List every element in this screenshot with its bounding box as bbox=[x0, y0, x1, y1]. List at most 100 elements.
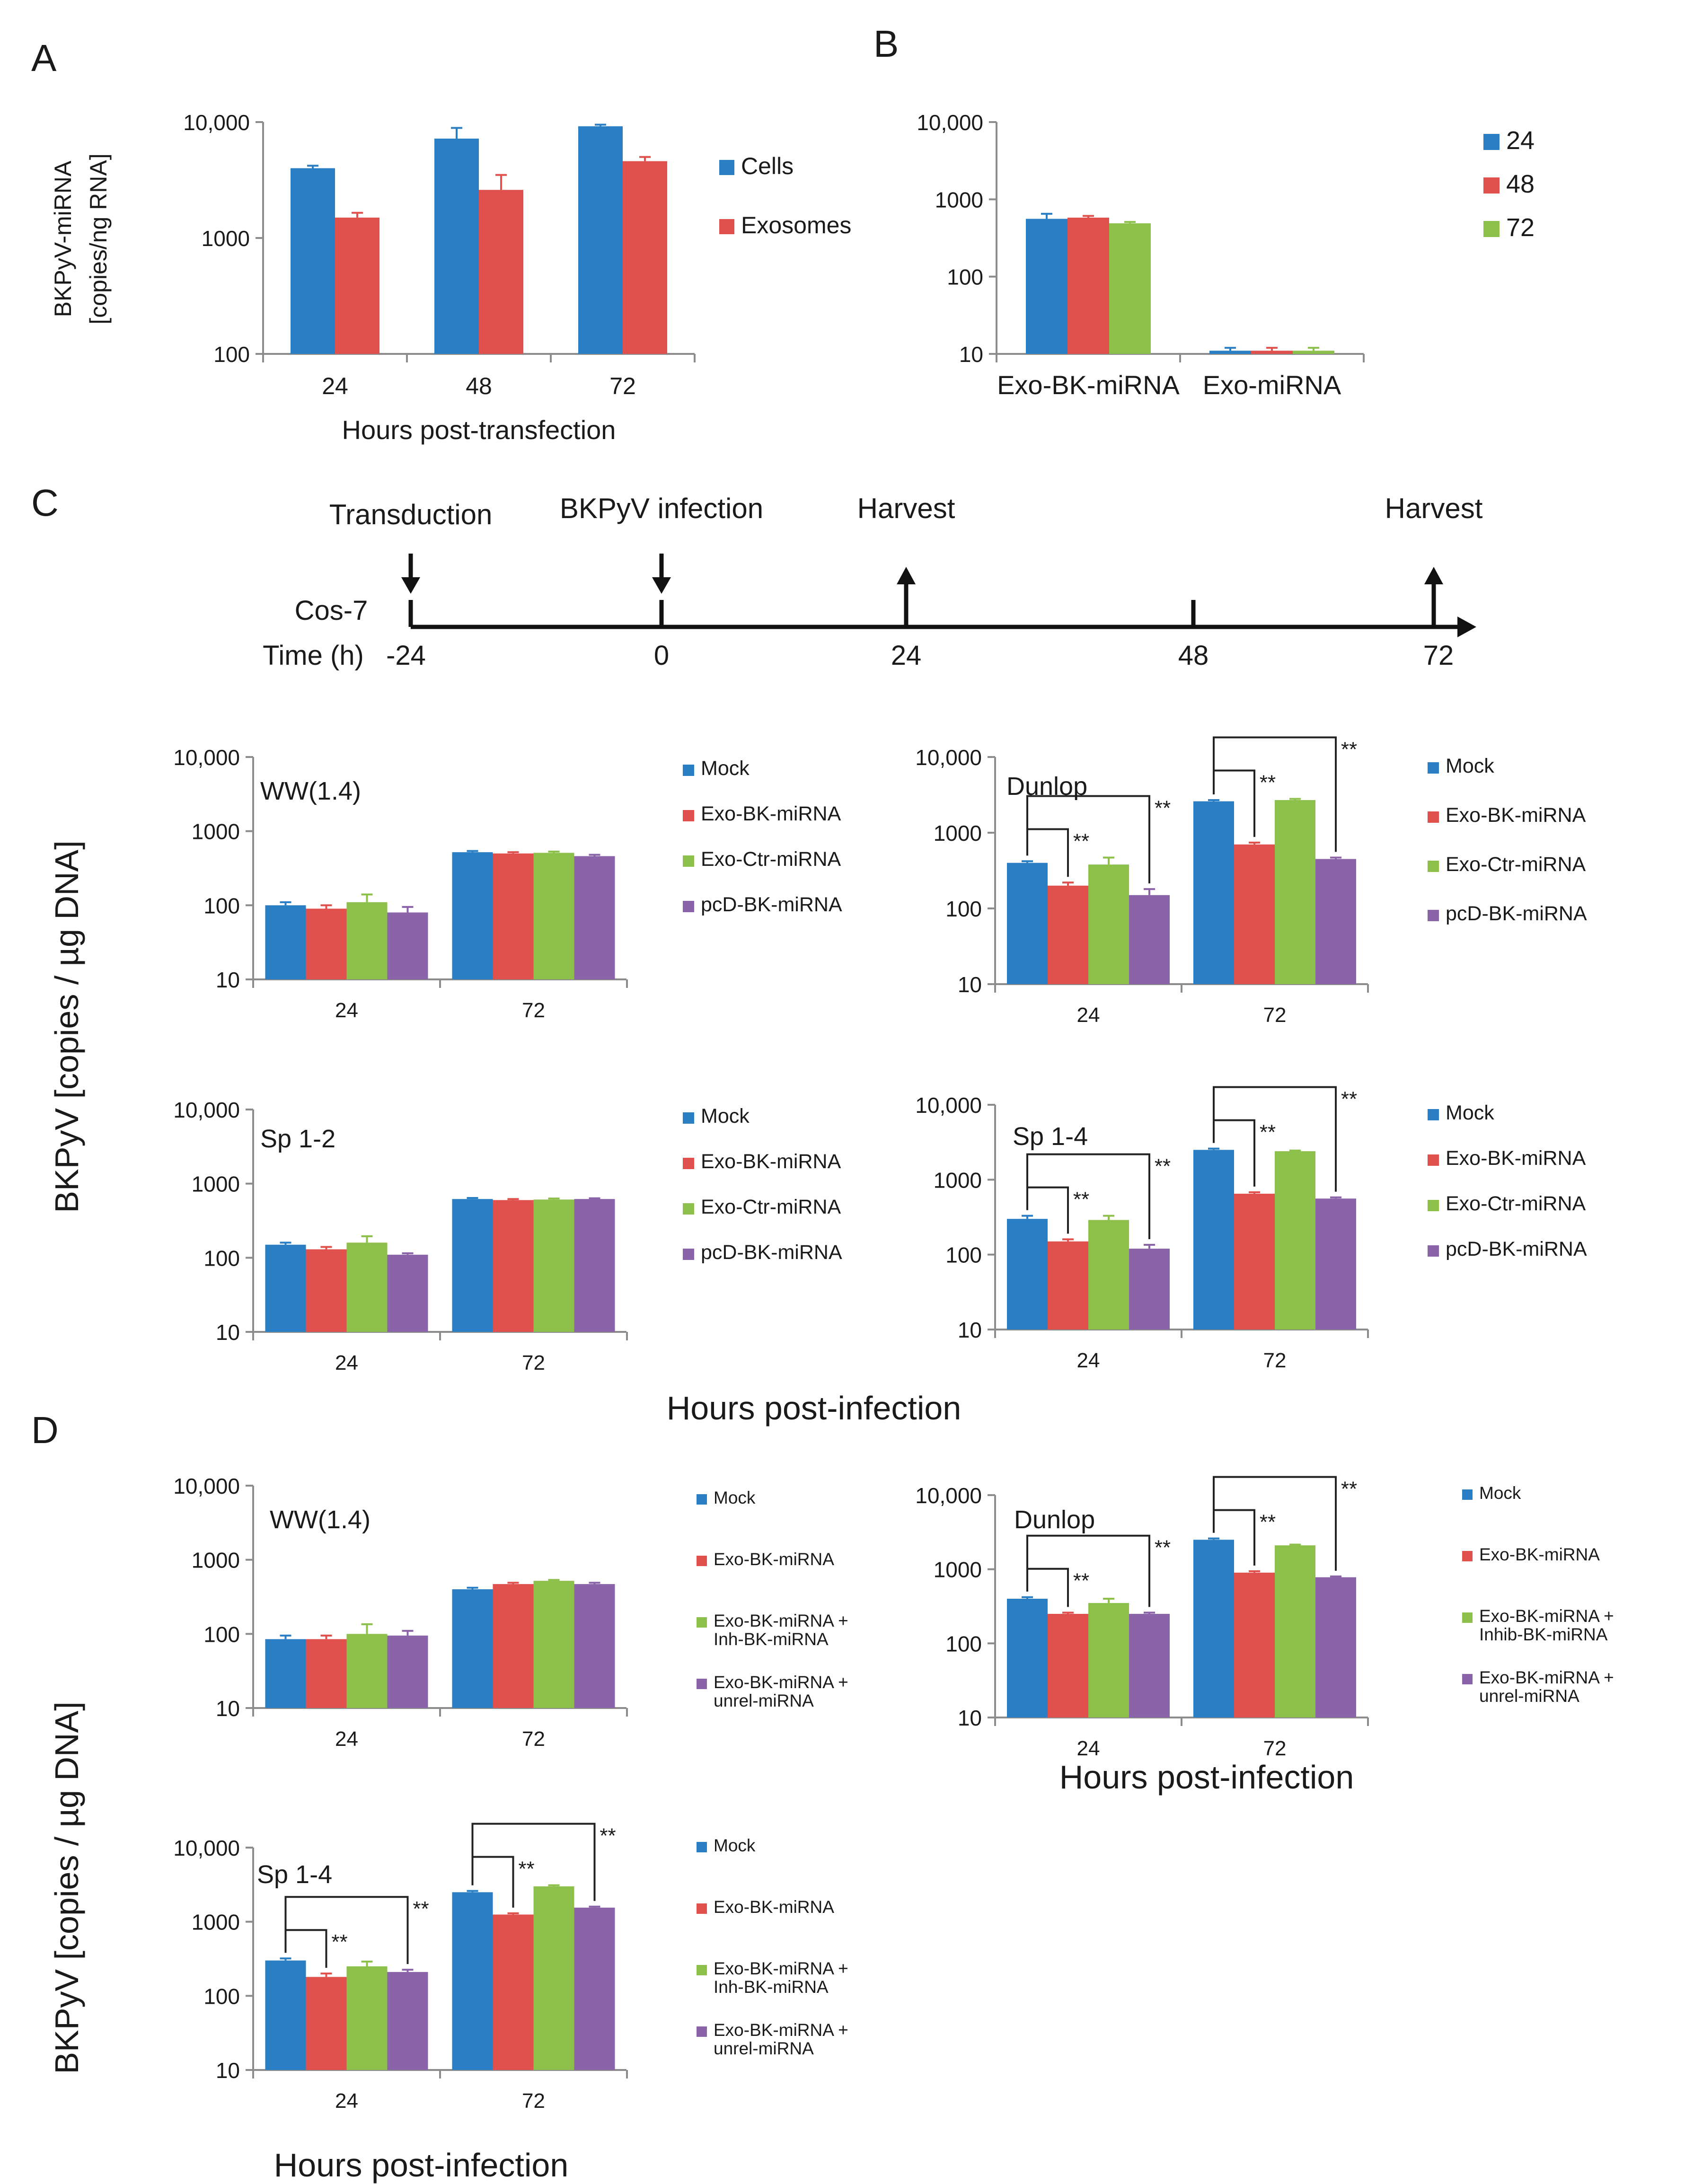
c4-xtick-label-72: 72 bbox=[1263, 1349, 1287, 1372]
c4-sig-label-0-3: ** bbox=[1155, 1155, 1171, 1178]
a-ytick-label-10-000: 10,000 bbox=[183, 110, 250, 135]
a-ytick-label-100: 100 bbox=[213, 342, 250, 367]
d2-bar-exo-bk-mirna-24 bbox=[1048, 1613, 1088, 1717]
c1-legend-swatch-exo-ctr-mirna bbox=[683, 855, 694, 867]
d2-legend-label-exo-bk-mirna-inhib-bk-mirna: Exo-BK-miRNA + Inhib-BK-miRNA bbox=[1479, 1606, 1614, 1644]
chart-d-dunlop: 10 100 1000 10,000 24 72 ** ** ** ** Dunlop Mock Exo… bbox=[915, 1476, 1614, 1760]
b-ytick-label-1000: 1000 bbox=[935, 187, 983, 212]
a-bar-cells-24 bbox=[291, 168, 335, 354]
c2-sig-label-0-1: ** bbox=[1073, 829, 1089, 853]
d3-legend-swatch-exo-bk-mirna bbox=[697, 1903, 707, 1914]
b-bar-72-exo-bk-mirna bbox=[1109, 223, 1151, 354]
d1-title: WW(1.4) bbox=[270, 1506, 371, 1534]
c1-legend-label-exo-bk-mirna: Exo-BK-miRNA bbox=[701, 802, 841, 825]
a-legend-swatch-cells bbox=[719, 160, 734, 175]
d3-sig-label-1-3: ** bbox=[600, 1824, 616, 1848]
d1-bar-mock-24 bbox=[265, 1639, 306, 1708]
arrow-up-harvest-72-head bbox=[1424, 567, 1443, 584]
d3-sig-bracket-0-3 bbox=[284, 1896, 409, 1964]
c4-ytick-label-10-000: 10,000 bbox=[915, 1093, 982, 1118]
d2-xtick-label-72: 72 bbox=[1263, 1737, 1287, 1760]
d2-bar-exo-bk-mirna-inhib-bk-mirna-72 bbox=[1275, 1545, 1315, 1717]
c2-legend-swatch-pcd-bk-mirna bbox=[1428, 910, 1439, 921]
d3-bar-mock-72 bbox=[452, 1892, 493, 2070]
c-shared-ylabel: BKPyV [copies / µg DNA] bbox=[48, 840, 85, 1213]
c1-bar-pcd-bk-mirna-72 bbox=[574, 856, 615, 979]
c3-bar-exo-bk-mirna-24 bbox=[306, 1249, 347, 1332]
c2-legend-label-exo-ctr-mirna: Exo-Ctr-miRNA bbox=[1446, 853, 1586, 876]
c3-bar-exo-ctr-mirna-72 bbox=[533, 1199, 574, 1332]
c4-legend-label-pcd-bk-mirna: pcD-BK-miRNA bbox=[1446, 1238, 1587, 1260]
d3-bar-exo-bk-mirna-inh-bk-mirna-72 bbox=[533, 1886, 574, 2070]
arrow-up-harvest-24-head bbox=[897, 567, 916, 584]
c2-ytick-label-1000: 1000 bbox=[934, 821, 982, 845]
c4-bar-exo-bk-mirna-72 bbox=[1234, 1193, 1275, 1330]
c2-bar-pcd-bk-mirna-24 bbox=[1129, 895, 1170, 984]
d2-sig-label-0-1: ** bbox=[1073, 1569, 1089, 1593]
d3-legend-swatch-mock bbox=[697, 1842, 707, 1852]
c4-legend-swatch-exo-bk-mirna bbox=[1428, 1154, 1439, 1166]
d3-legend-label-exo-bk-mirna-unrel-mirna: Exo-BK-miRNA + unrel-miRNA bbox=[714, 2020, 848, 2058]
d1-bar-exo-bk-mirna-inh-bk-mirna-72 bbox=[533, 1581, 574, 1708]
c1-ytick-label-10: 10 bbox=[216, 968, 240, 992]
c2-legend-label-exo-bk-mirna: Exo-BK-miRNA bbox=[1446, 804, 1586, 827]
c4-ytick-label-10: 10 bbox=[958, 1318, 982, 1342]
c1-bar-mock-72 bbox=[452, 852, 493, 979]
c1-bar-mock-24 bbox=[265, 905, 306, 979]
b-xtick-label-exo-bk-mirna: Exo-BK-miRNA bbox=[997, 370, 1180, 400]
timeline-tick-label-48: 48 bbox=[1178, 640, 1209, 671]
d2-ytick-label-100: 100 bbox=[945, 1631, 982, 1656]
c3-bar-exo-bk-mirna-72 bbox=[493, 1200, 534, 1332]
c4-bar-mock-72 bbox=[1193, 1150, 1234, 1330]
b-bar-24-exo-mirna bbox=[1209, 351, 1251, 354]
timeline-tick-label-0: 0 bbox=[654, 640, 669, 671]
b-bar-48-exo-mirna bbox=[1251, 351, 1293, 354]
a-bar-exosomes-72 bbox=[623, 161, 667, 354]
d2-legend-swatch-exo-bk-mirna-inhib-bk-mirna bbox=[1462, 1612, 1473, 1623]
c4-ytick-label-100: 100 bbox=[945, 1243, 982, 1268]
c1-bar-pcd-bk-mirna-24 bbox=[387, 912, 428, 979]
c1-bar-exo-ctr-mirna-72 bbox=[533, 853, 574, 979]
c1-xtick-label-24: 24 bbox=[335, 999, 358, 1022]
a-xtick-label-48: 48 bbox=[466, 373, 492, 399]
c3-ytick-label-10-000: 10,000 bbox=[173, 1098, 240, 1122]
c3-bar-pcd-bk-mirna-72 bbox=[574, 1199, 615, 1332]
b-bar-72-exo-mirna bbox=[1293, 351, 1334, 354]
d2-legend-label-exo-bk-mirna-unrel-mirna: Exo-BK-miRNA + unrel-miRNA bbox=[1479, 1668, 1614, 1706]
c2-sig-label-0-3: ** bbox=[1155, 796, 1171, 819]
c3-xtick-label-72: 72 bbox=[522, 1351, 545, 1374]
d2-legend-label-mock: Mock bbox=[1479, 1483, 1521, 1503]
chart-c-dunlop: 10 100 1000 10,000 24 72 ** ** ** ** Dunlop Mock Exo… bbox=[915, 736, 1587, 1027]
b-xtick-label-exo-mirna: Exo-miRNA bbox=[1203, 370, 1341, 400]
c2-ytick-label-100: 100 bbox=[945, 897, 982, 921]
d1-bar-mock-72 bbox=[452, 1589, 493, 1708]
timeline-tick-label-72: 72 bbox=[1423, 640, 1454, 671]
chart-c-ww14: 10 100 1000 10,000 24 72 WW(1.4) Mock Exo-BK-miR… bbox=[173, 745, 842, 1022]
d3-legend-label-exo-bk-mirna: Exo-BK-miRNA bbox=[714, 1897, 834, 1917]
d2-ytick-label-10-000: 10,000 bbox=[915, 1483, 982, 1508]
d2-ytick-label-1000: 1000 bbox=[934, 1558, 982, 1582]
c-shared-xlabel: Hours post-infection bbox=[667, 1390, 962, 1427]
d2-sig-label-1-3: ** bbox=[1341, 1478, 1357, 1501]
a-xlabel: Hours post-transfection bbox=[342, 415, 616, 445]
d1-legend-swatch-exo-bk-mirna-unrel-mirna bbox=[697, 1679, 707, 1689]
c2-sig-label-1-3: ** bbox=[1341, 738, 1357, 761]
d3-sig-label-0-1: ** bbox=[331, 1930, 347, 1954]
c2-bar-mock-72 bbox=[1193, 801, 1234, 984]
chart-b-exosome-mirna-time: 10 100 1000 10,000 Exo-BK-miRNA Exo-miRNA 24 48… bbox=[917, 110, 1535, 400]
a-bar-cells-48 bbox=[434, 138, 479, 354]
c2-bar-exo-bk-mirna-24 bbox=[1048, 885, 1088, 984]
chart-d-sp14: 10 100 1000 10,000 24 72 ** ** ** ** Sp 1-4 Mock Exo… bbox=[173, 1823, 848, 2113]
b-legend-label-72: 72 bbox=[1506, 213, 1535, 242]
c2-xtick-label-24: 24 bbox=[1077, 1004, 1100, 1027]
b-ytick-label-10-000: 10,000 bbox=[917, 110, 983, 135]
c2-legend-swatch-exo-ctr-mirna bbox=[1428, 861, 1439, 872]
c3-legend-swatch-pcd-bk-mirna bbox=[683, 1249, 694, 1260]
d2-bar-exo-bk-mirna-unrel-mirna-24 bbox=[1129, 1613, 1170, 1717]
c3-legend-label-pcd-bk-mirna: pcD-BK-miRNA bbox=[701, 1241, 842, 1264]
d1-xtick-label-24: 24 bbox=[335, 1727, 358, 1751]
a-bar-exosomes-48 bbox=[479, 190, 523, 354]
d2-bar-exo-bk-mirna-72 bbox=[1234, 1572, 1275, 1717]
